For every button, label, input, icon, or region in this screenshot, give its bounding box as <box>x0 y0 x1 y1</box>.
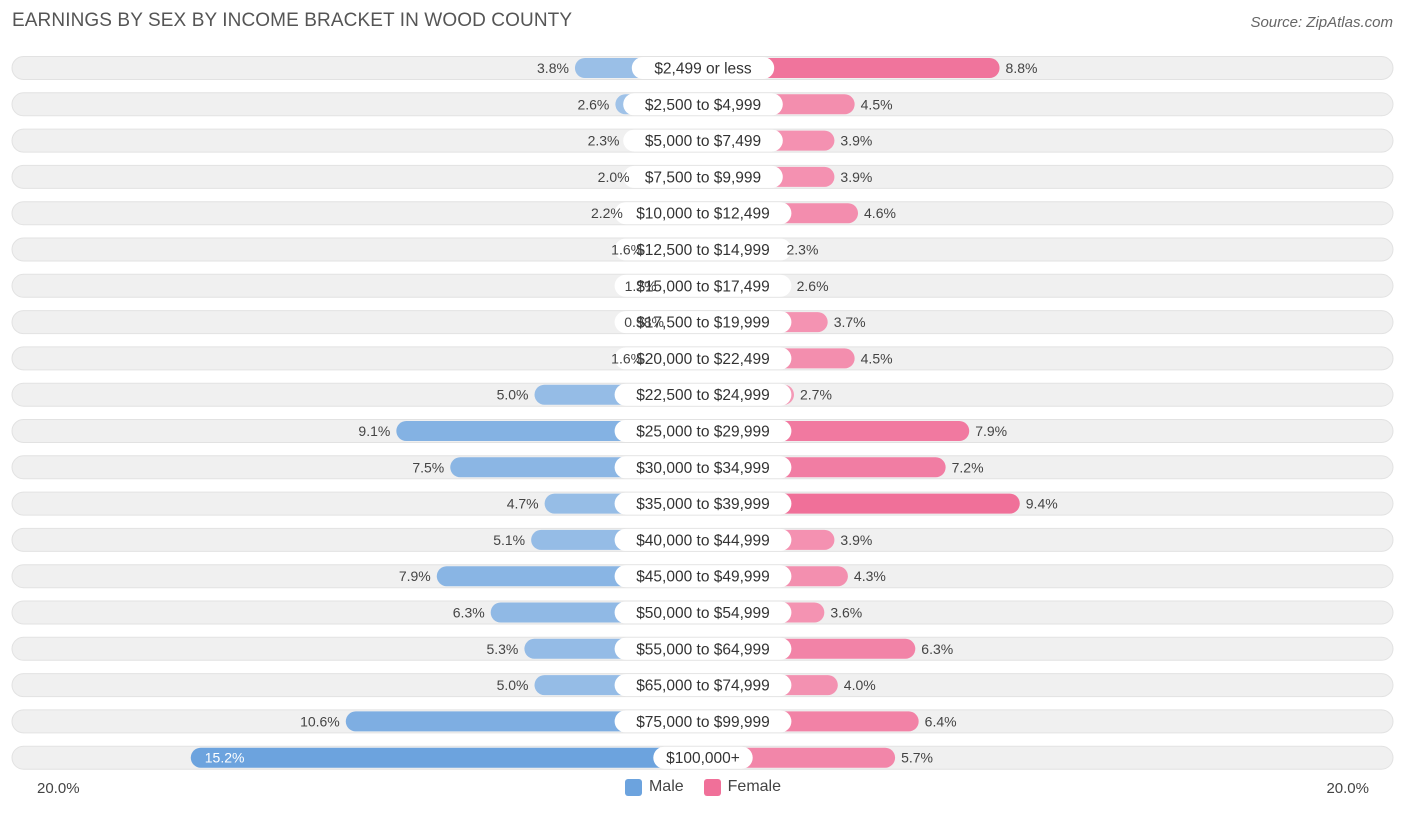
male-value-label: 7.5% <box>412 459 444 475</box>
category-label: $75,000 to $99,999 <box>636 714 770 731</box>
category-label: $22,500 to $24,999 <box>636 387 770 404</box>
category-label: $15,000 to $17,499 <box>636 278 770 295</box>
category-label-bg <box>614 347 792 370</box>
category-label: $2,499 or less <box>654 61 752 78</box>
category-label-bg <box>614 637 792 660</box>
female-value-label: 3.9% <box>840 532 872 548</box>
male-value-label: 1.6% <box>611 242 643 258</box>
female-value-label: 4.0% <box>844 677 876 693</box>
female-value-label: 2.6% <box>797 278 829 294</box>
category-label-bg <box>614 528 792 551</box>
female-value-label: 6.3% <box>921 641 953 657</box>
category-label-bg <box>614 238 792 261</box>
category-label: $100,000+ <box>666 750 740 767</box>
legend: Male Female <box>0 778 1406 796</box>
male-value-label: 1.2% <box>625 278 657 294</box>
female-value-label: 7.9% <box>975 423 1007 439</box>
category-label: $40,000 to $44,999 <box>636 532 770 549</box>
chart-title: EARNINGS BY SEX BY INCOME BRACKET IN WOO… <box>12 10 573 31</box>
category-label-bg <box>614 274 792 297</box>
male-value-label: 5.3% <box>486 641 518 657</box>
male-value-label: 7.9% <box>399 568 431 584</box>
male-value-label: 6.3% <box>453 605 485 621</box>
axis-left-label: 20.0% <box>37 780 80 797</box>
male-value-label: 5.0% <box>497 387 529 403</box>
male-value-label: 4.7% <box>507 496 539 512</box>
category-label-bg <box>623 165 783 188</box>
category-label-bg <box>614 601 792 624</box>
female-value-label: 2.7% <box>800 387 832 403</box>
male-value-label: 15.2% <box>205 750 245 766</box>
category-label-bg <box>623 129 783 152</box>
male-value-label: 10.6% <box>300 713 340 729</box>
female-value-label: 8.8% <box>1006 60 1038 76</box>
category-label: $10,000 to $12,499 <box>636 206 770 223</box>
source-label: Source: ZipAtlas.com <box>1250 14 1393 31</box>
category-label: $50,000 to $54,999 <box>636 605 770 622</box>
bar-male <box>345 711 703 732</box>
category-label: $45,000 to $49,999 <box>636 569 770 586</box>
female-value-label: 5.7% <box>901 750 933 766</box>
female-value-label: 9.4% <box>1026 496 1058 512</box>
male-value-label: 5.1% <box>493 532 525 548</box>
category-label: $20,000 to $22,499 <box>636 351 770 368</box>
female-value-label: 4.3% <box>854 568 886 584</box>
legend-label-male: Male <box>648 778 684 795</box>
bar-female <box>703 58 1000 78</box>
male-value-label: 3.8% <box>537 60 569 76</box>
category-label: $30,000 to $34,999 <box>636 460 770 477</box>
male-value-label: 5.0% <box>497 677 529 693</box>
category-label: $12,500 to $14,999 <box>636 242 770 259</box>
male-value-label: 0.98% <box>624 314 664 330</box>
female-value-label: 2.3% <box>787 242 819 258</box>
female-value-label: 3.6% <box>830 605 862 621</box>
category-label-bg <box>614 311 792 334</box>
female-value-label: 3.7% <box>834 314 866 330</box>
category-label: $5,000 to $7,499 <box>645 133 761 150</box>
category-label: $2,500 to $4,999 <box>645 97 761 114</box>
legend-label-female: Female <box>727 778 782 795</box>
category-label-bg <box>614 383 792 406</box>
category-label-bg <box>653 746 753 769</box>
male-value-label: 2.3% <box>588 133 620 149</box>
category-label: $55,000 to $64,999 <box>636 641 770 658</box>
category-label-bg <box>614 420 792 442</box>
category-label-bg <box>614 202 792 225</box>
category-label: $7,500 to $9,999 <box>645 169 761 186</box>
female-value-label: 3.9% <box>840 133 872 149</box>
female-value-label: 4.5% <box>861 96 893 112</box>
female-value-label: 4.5% <box>861 350 893 366</box>
category-label-bg <box>623 93 783 116</box>
category-label-bg <box>614 456 792 479</box>
male-value-label: 1.6% <box>611 350 643 366</box>
legend-item-female[interactable]: Female <box>703 778 782 796</box>
category-label: $65,000 to $74,999 <box>636 678 770 695</box>
male-value-label: 9.1% <box>358 423 390 439</box>
bar-male <box>190 747 703 768</box>
male-value-label: 2.6% <box>577 96 609 112</box>
category-label-bg <box>631 57 775 79</box>
category-label-bg <box>614 565 792 588</box>
category-label: $17,500 to $19,999 <box>636 315 770 332</box>
category-label: $35,000 to $39,999 <box>636 496 770 513</box>
legend-item-male[interactable]: Male <box>624 778 684 796</box>
category-label-bg <box>614 492 792 515</box>
female-value-label: 4.6% <box>864 205 896 221</box>
legend-swatch-female <box>703 778 721 796</box>
male-value-label: 2.0% <box>598 169 630 185</box>
category-label-bg <box>614 710 792 733</box>
female-value-label: 7.2% <box>952 459 984 475</box>
male-value-label: 2.2% <box>591 205 623 221</box>
female-value-label: 6.4% <box>925 713 957 729</box>
female-value-label: 3.9% <box>840 169 872 185</box>
axis-right-label: 20.0% <box>1326 780 1369 797</box>
legend-swatch-male <box>624 778 642 796</box>
category-label: $25,000 to $29,999 <box>636 424 770 441</box>
category-label-bg <box>614 674 792 697</box>
